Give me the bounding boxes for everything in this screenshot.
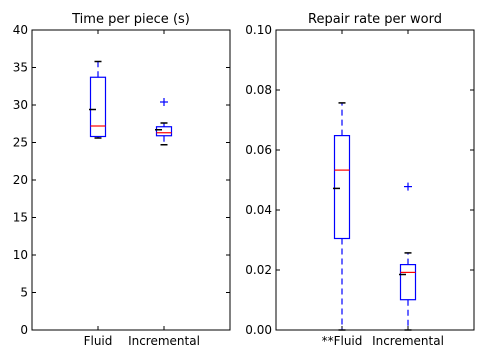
panel-1-box [155, 126, 173, 137]
panel-2-ytick-label: 0.02 [245, 263, 272, 277]
panel-1-ytick-label: 30 [13, 98, 28, 112]
panel-1-ytick-label: 40 [13, 23, 28, 37]
panel-2-title: Repair rate per word [308, 12, 442, 27]
panel-2-axes-frame [275, 29, 475, 331]
panel-2-ytick-label: 0.00 [245, 323, 272, 337]
panel-1-xtick-label: Incremental [128, 334, 200, 345]
panel-2-xtick-label: Incremental [372, 334, 444, 345]
panel-1-ytick-label: 15 [13, 211, 28, 225]
panel-1-ytick-label: 20 [13, 173, 28, 187]
panel-2-ytick-label: 0.06 [245, 143, 272, 157]
panel-2-ytick-label: 0.04 [245, 203, 272, 217]
panel-1-ytick-label: 35 [13, 61, 28, 75]
panel-1-box [89, 76, 107, 138]
panel-1-ytick-label: 5 [20, 286, 28, 300]
panel-2-xtick-label: **Fluid [322, 334, 363, 345]
panel-1-xtick-label: Fluid [84, 334, 113, 345]
panel-1-ytick-label: 0 [20, 323, 28, 337]
panel-1-title: Time per piece (s) [71, 12, 190, 27]
panel-2-ytick-label: 0.08 [245, 83, 272, 97]
panel-1-ytick-label: 25 [13, 136, 28, 150]
panel-2-box [399, 264, 417, 301]
panel-1-axes-frame [31, 29, 231, 331]
panel-2-ytick-label: 0.10 [245, 23, 272, 37]
panel-2-box [333, 135, 351, 240]
panel-1-ytick-label: 10 [13, 248, 28, 262]
